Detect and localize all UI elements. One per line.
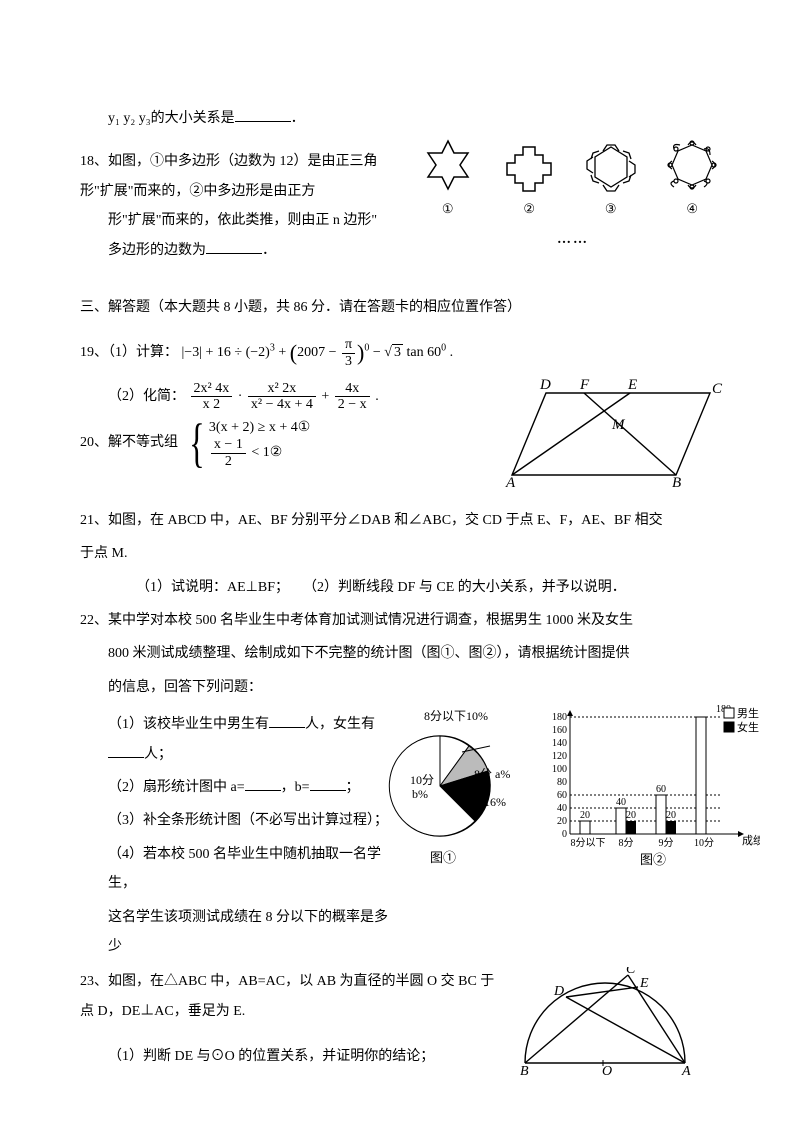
svg-text:A: A xyxy=(681,1064,691,1077)
svg-text:O: O xyxy=(602,1064,612,1077)
q23-figure: B O A C D E xyxy=(510,967,700,1088)
svg-text:C: C xyxy=(712,381,723,397)
svg-text:b%: b% xyxy=(412,787,428,801)
q18-num: 18、 xyxy=(80,154,108,169)
svg-text:C: C xyxy=(626,967,636,977)
svg-text:E: E xyxy=(639,976,649,991)
q22-blank-boys[interactable] xyxy=(269,713,305,728)
svg-text:60: 60 xyxy=(557,790,567,801)
svg-text:F: F xyxy=(579,377,590,393)
svg-text:9分16%: 9分16% xyxy=(466,795,506,809)
svg-text:男生: 男生 xyxy=(737,706,759,720)
q22-blank-girls[interactable] xyxy=(108,743,144,758)
q22-pie: 8分以下10% 8分 a% 9分16% 10分 b% 图① xyxy=(370,706,520,866)
svg-text:20: 20 xyxy=(626,810,636,821)
q22: 22、某中学对本校 500 名毕业生中考体育加试测试情况进行调查，根据男生 10… xyxy=(80,606,740,635)
q18-blank[interactable] xyxy=(206,239,262,254)
svg-text:9分: 9分 xyxy=(659,837,674,849)
svg-text:女生: 女生 xyxy=(737,720,759,734)
svg-text:8分: 8分 xyxy=(619,837,634,849)
svg-text:20: 20 xyxy=(666,810,676,821)
svg-text:图①: 图① xyxy=(430,850,456,865)
svg-text:120: 120 xyxy=(552,751,567,762)
svg-text:20: 20 xyxy=(557,816,567,827)
svg-text:0: 0 xyxy=(562,829,567,840)
svg-text:8分以下: 8分以下 xyxy=(571,837,606,849)
q21-figure: D F E C A B M xyxy=(500,371,730,502)
svg-text:10分: 10分 xyxy=(694,837,714,849)
svg-text:成绩: 成绩 xyxy=(742,834,760,847)
svg-text:A: A xyxy=(505,475,516,491)
svg-text:40: 40 xyxy=(557,803,567,814)
q18-shape-3: ③ xyxy=(572,139,650,224)
svg-text:40: 40 xyxy=(616,797,626,808)
q18: ① ② ③ xyxy=(80,147,740,265)
q18-shapes: ① ② ③ xyxy=(400,139,740,254)
svg-text:20: 20 xyxy=(580,810,590,821)
q18-dots: …… xyxy=(557,232,589,247)
q22-bar: 180 0 20 40 60 80 100 xyxy=(540,700,760,868)
svg-text:B: B xyxy=(672,475,681,491)
svg-text:B: B xyxy=(520,1064,529,1077)
q22-blank-a[interactable] xyxy=(245,776,281,791)
svg-text:D: D xyxy=(553,984,564,999)
q21: 21、如图，在 ABCD 中，AE、BF 分别平分∠DAB 和∠ABC，交 CD… xyxy=(80,506,740,535)
svg-text:60: 60 xyxy=(656,784,666,795)
svg-text:140: 140 xyxy=(552,738,567,749)
q18-shape-4: ④ xyxy=(653,139,731,224)
q18-shape-1: ① xyxy=(409,139,487,224)
q17-blank[interactable] xyxy=(235,107,291,122)
svg-text:图②: 图② xyxy=(640,852,666,867)
svg-text:D: D xyxy=(539,377,551,393)
svg-text:160: 160 xyxy=(552,725,567,736)
svg-text:80: 80 xyxy=(557,777,567,788)
svg-text:8分以下10%: 8分以下10% xyxy=(424,709,488,723)
svg-text:M: M xyxy=(611,417,626,433)
q23: B O A C D E 23、如图，在△ABC 中，AB=AC，以 AB 为直径… xyxy=(80,967,740,1088)
q22-blank-b[interactable] xyxy=(310,776,346,791)
svg-text:180: 180 xyxy=(552,712,567,723)
q18-shape-2: ② xyxy=(490,139,568,224)
svg-text:8分 a%: 8分 a% xyxy=(474,767,510,781)
q17-text: y₁ y₂ y₃的大小关系是 xyxy=(108,111,235,126)
q17-tail: y₁ y₂ y₃的大小关系是． xyxy=(80,104,740,133)
svg-text:10分: 10分 xyxy=(410,773,434,787)
section-3-title: 三、解答题（本大题共 8 小题，共 86 分．请在答题卡的相应位置作答） xyxy=(80,293,740,322)
svg-text:E: E xyxy=(627,377,637,393)
svg-text:100: 100 xyxy=(552,764,567,775)
